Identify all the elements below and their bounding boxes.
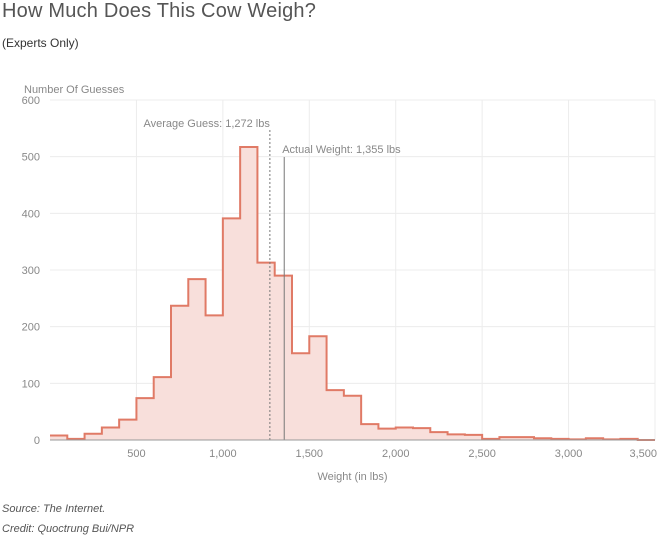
y-tick-label: 0 [34,435,40,447]
histogram-bin [119,420,136,440]
histogram-bin [396,428,413,440]
actual-weight-label: Actual Weight: 1,355 lbs [282,144,401,156]
histogram-bin [188,279,205,440]
y-tick-label: 500 [22,152,40,164]
chart-title: How Much Does This Cow Weigh? [2,0,317,22]
histogram-bin [102,428,119,440]
x-tick-label: 2,500 [468,448,496,460]
credit-note: Credit: Quoctrung Bui/NPR [2,523,135,535]
axes: 0 100 200 300 400 500 600 500 1,000 1,500 2,000 2,5… [22,84,657,483]
x-tick-label: 3,500 [629,448,657,460]
x-tick-label: 500 [127,448,145,460]
histogram-bin [448,434,465,440]
histogram-bin [206,315,223,440]
histogram-bin [309,336,326,440]
histogram-bin [136,398,153,440]
y-axis-label: Number Of Guesses [24,84,125,96]
histogram-bin [361,424,378,440]
histogram-line [50,146,655,441]
source-note: Source: The Internet. [2,503,106,515]
annotations: Average Guess: 1,272 lbs Actual Weight: 1… [143,118,401,440]
x-axis-label: Weight (in lbs) [317,471,387,483]
histogram-bin [430,432,447,440]
histogram-area [50,146,655,441]
histogram-bin [465,435,482,440]
histogram-bin [344,396,361,440]
x-tick-label: 1,000 [209,448,237,460]
chart-subtitle: (Experts Only) [2,36,79,50]
histogram-fill [50,147,655,441]
x-tick-label: 1,500 [296,448,324,460]
histogram-bin [223,218,240,440]
histogram-bin [292,353,309,440]
histogram-bin [413,428,430,440]
histogram-bin [154,377,171,440]
histogram-bin [85,434,102,440]
histogram-bin [257,263,274,440]
histogram-bin [50,435,67,440]
histogram-bin [240,147,257,440]
y-tick-label: 100 [22,378,40,390]
x-tick-label: 2,000 [382,448,410,460]
histogram-bin [171,306,188,440]
histogram-bin [378,429,395,440]
y-tick-label: 300 [22,265,40,277]
x-tick-label: 3,000 [555,448,583,460]
histogram-bin [327,390,344,440]
histogram-bin [275,276,292,440]
average-guess-label: Average Guess: 1,272 lbs [143,118,270,130]
y-tick-label: 600 [22,95,40,107]
y-tick-label: 400 [22,208,40,220]
y-tick-label: 200 [22,322,40,334]
